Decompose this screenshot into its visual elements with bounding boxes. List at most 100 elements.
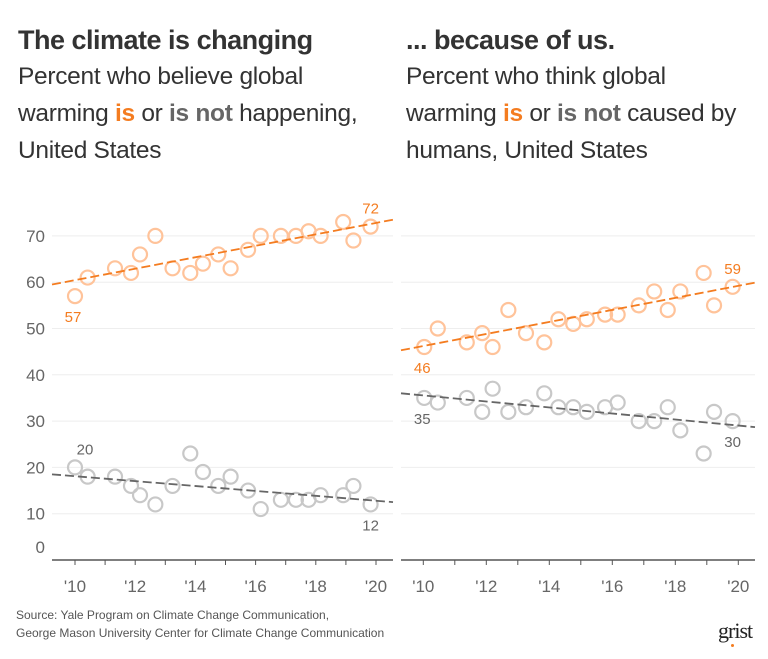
right-header: ... because of us. Percent who think glo…: [406, 22, 756, 169]
grist-logo: grist: [718, 618, 753, 643]
is-not-point: [164, 477, 181, 495]
is-not-point: [131, 487, 149, 504]
is-not-point: [182, 445, 199, 462]
y-tick-label: 10: [26, 505, 45, 524]
is-not-point: [362, 496, 379, 513]
is-not-point: [429, 394, 446, 411]
is-point: [672, 283, 689, 300]
x-tick-label: '10: [64, 577, 86, 596]
is-point: [429, 320, 446, 337]
subtitle-text: Percent who believe global warming: [18, 63, 304, 127]
is-point: [500, 301, 517, 319]
is-point: [659, 301, 676, 319]
is-not-point: [550, 399, 567, 416]
right-title: ... because of us.: [406, 25, 615, 55]
is-not-point: [724, 413, 741, 430]
left-header: The climate is changing Percent who beli…: [18, 22, 368, 169]
is-not-point: [252, 500, 269, 518]
is-point: [578, 311, 595, 328]
is-point: [362, 218, 379, 235]
is-point: [609, 306, 626, 323]
is-not-point: [416, 389, 433, 407]
is-point: [484, 338, 501, 356]
is-point: [66, 287, 84, 305]
is-point: [705, 297, 723, 314]
is-point: [536, 334, 553, 351]
subtitle-text: happening, United States: [18, 100, 358, 164]
is-point: [474, 325, 491, 342]
is-point: [335, 213, 352, 231]
is-not-point: [500, 403, 517, 420]
is-trendline: [51, 218, 394, 286]
source-note: Source: Yale Program on Climate Change C…: [16, 606, 384, 642]
y-tick-label: 50: [26, 320, 45, 339]
is-not-point: [474, 403, 491, 420]
is-not-trendline: [51, 473, 394, 504]
is-not-point: [705, 403, 723, 420]
is-point: [596, 306, 614, 323]
is-point: [345, 232, 362, 249]
data-label: 59: [724, 261, 741, 278]
data-label: 30: [724, 434, 741, 451]
data-label: 72: [362, 201, 379, 218]
is-point: [724, 278, 741, 295]
y-tick-label: 40: [26, 366, 45, 385]
is-point: [239, 241, 257, 258]
right-subtitle: Percent who think global warming is or i…: [406, 58, 756, 169]
is-not-point: [335, 487, 352, 504]
is-highlight: is: [115, 100, 135, 127]
is-trendline: [400, 281, 756, 352]
left-subtitle: Percent who believe global warming is or…: [18, 58, 368, 169]
data-label: 12: [362, 517, 379, 534]
is-not-point: [517, 399, 535, 416]
is-not-point: [287, 491, 305, 508]
x-tick-label: '18: [664, 577, 686, 596]
is-not-point: [630, 413, 647, 430]
is-point: [646, 283, 663, 300]
is-highlight: is: [503, 100, 523, 127]
is-not-point: [695, 445, 712, 462]
y-tick-label: 0: [36, 538, 45, 557]
data-label: 57: [65, 309, 82, 326]
is-point: [79, 269, 96, 286]
is-not-point: [536, 385, 553, 402]
x-tick-label: '14: [538, 577, 560, 596]
logo-dot: [731, 644, 734, 647]
subtitle-text: or: [522, 100, 558, 127]
is-not-point: [345, 477, 362, 495]
is-point: [194, 255, 212, 272]
x-tick-label: '10: [412, 577, 434, 596]
is-not-point: [147, 496, 164, 513]
x-tick-label: '14: [184, 577, 206, 596]
is-not-point: [210, 477, 227, 495]
is-point: [550, 311, 567, 328]
subtitle-text: or: [134, 100, 170, 127]
source-line: George Mason University Center for Clima…: [16, 626, 385, 640]
is-point: [222, 260, 239, 277]
is-not-point: [659, 399, 676, 416]
y-tick-label: 60: [26, 273, 45, 292]
is-point: [147, 227, 164, 244]
is-point: [312, 227, 329, 244]
is-not-point: [484, 380, 501, 397]
data-label: 35: [414, 411, 431, 428]
is-not-point: [106, 468, 124, 485]
is-not-point: [578, 403, 595, 420]
x-tick-label: '12: [475, 577, 497, 596]
source-line: Source: Yale Program on Climate Change C…: [16, 608, 330, 622]
x-tick-label: '20: [365, 577, 387, 596]
is-not-point: [458, 389, 475, 407]
subtitle-text: Percent who think global warming: [406, 63, 666, 127]
is-not-trendline: [400, 392, 756, 429]
is-not-point: [646, 413, 663, 430]
is-point: [182, 264, 199, 282]
x-tick-label: '12: [124, 577, 146, 596]
x-tick-label: '16: [601, 577, 623, 596]
is-point: [131, 246, 149, 263]
y-tick-label: 30: [26, 412, 45, 431]
is-point: [106, 260, 124, 277]
is-not-point: [222, 468, 239, 485]
left-title: The climate is changing: [18, 25, 313, 55]
is-point: [695, 264, 712, 282]
